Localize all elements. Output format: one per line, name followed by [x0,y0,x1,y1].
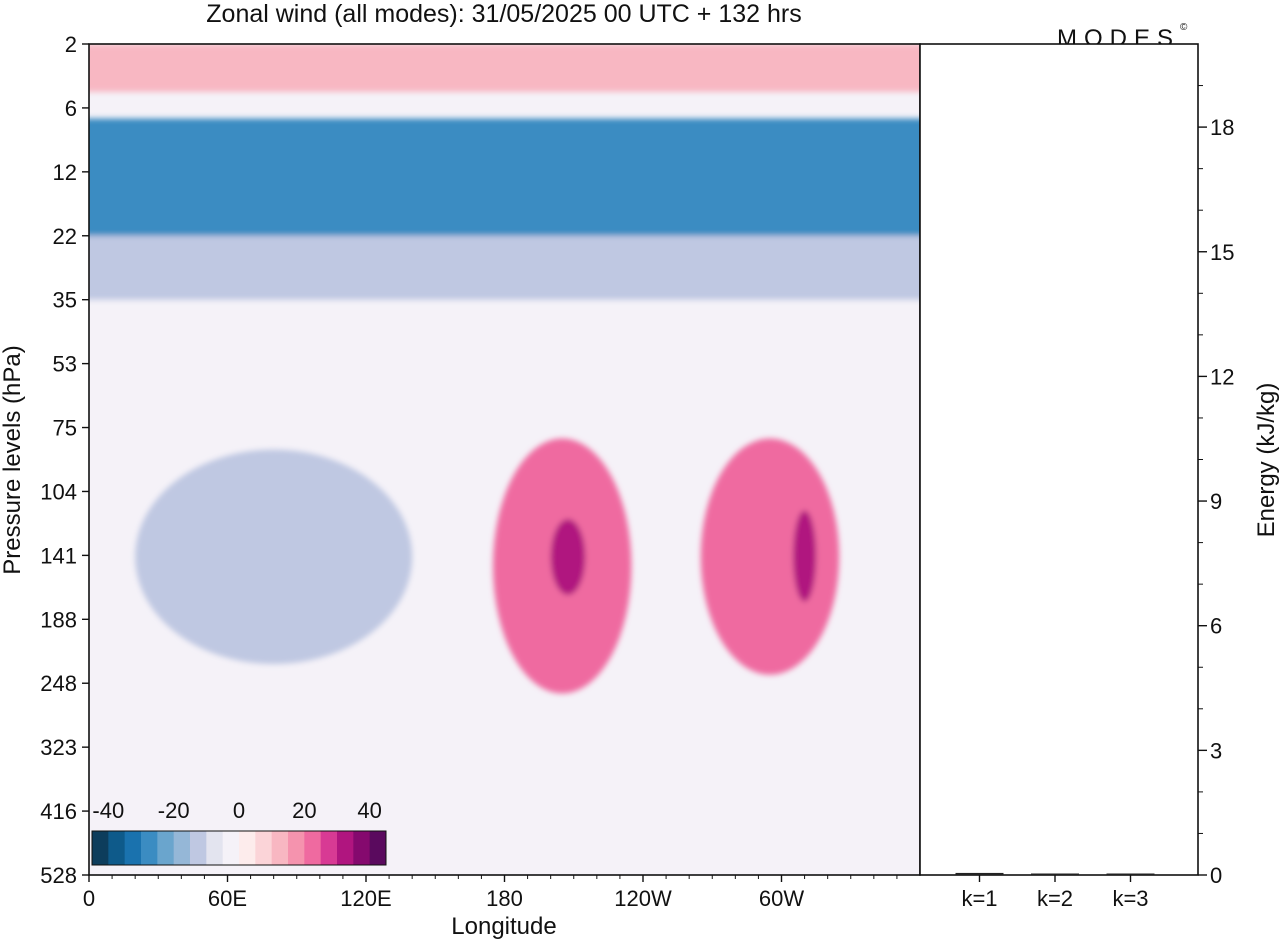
y-axis: 2 6 12 22 35 53 75 104 141 188 248 323 416 528 [40,32,89,888]
colorbar-swatch [92,831,109,865]
energy-tick-label: 3 [1210,738,1222,763]
y-tick-label: 53 [53,352,77,377]
colorbar-swatch [369,831,387,865]
chart-title: Zonal wind (all modes): 31/05/2025 00 UT… [206,0,801,28]
x-tick-label: 120E [340,886,391,911]
x-tick-label: 60W [759,886,804,911]
energy-bar-k=2 [1031,873,1079,875]
colorbar-swatch [271,831,289,865]
y-tick-label: 2 [65,32,77,57]
colorbar-swatch [337,831,354,865]
y-tick-label: 323 [40,735,77,760]
colorbar-swatch [157,831,175,865]
energy-category-label: k=2 [1037,886,1073,911]
x-tick-label: 180 [486,886,523,911]
x-tick-label: 60E [208,886,247,911]
energy-axis: 0 3 6 9 12 15 18 [1198,85,1234,888]
y-tick-label: 416 [40,799,77,824]
colorbar-swatch [190,831,207,865]
energy-category-label: k=1 [961,886,997,911]
colorbar-tick-label: 0 [233,798,245,823]
x-tick-label: 0 [83,886,95,911]
zonal-wind-heatmap [89,44,920,875]
colorbar-swatch [173,831,191,865]
energy-categories: k=1 k=2 k=3 [961,875,1149,911]
energy-bars [955,872,1155,875]
colorbar-swatch [206,831,224,865]
energy-tick-label: 15 [1210,240,1234,265]
y-tick-label: 12 [53,160,77,185]
y-tick-label: 141 [40,543,77,568]
y-tick-label: 528 [40,863,77,888]
colorbar [92,831,387,865]
wind-band-1 [89,118,920,236]
energy-tick-label: 6 [1210,614,1222,639]
colorbar-tick-label: 40 [357,798,381,823]
y-tick-label: 104 [40,479,77,504]
colorbar-swatch [320,831,338,865]
wind-cell-6 [700,438,840,675]
colorbar-tick-label: -40 [92,798,124,823]
energy-tick-label: 12 [1210,364,1234,389]
wind-cell-7 [550,519,586,595]
colorbar-labels: -40 -20 0 20 40 [92,798,381,823]
x-tick-label: 120W [614,886,672,911]
colorbar-swatch [288,831,305,865]
x-axis: 0 60E 120E 180 120W 60W [83,875,898,911]
wind-cell-4 [135,449,413,665]
energy-bar-k=3 [1106,873,1155,875]
colorbar-swatch [353,831,371,865]
y-tick-label: 75 [53,416,77,441]
colorbar-swatch [255,831,273,865]
colorbar-swatch [304,831,322,865]
colorbar-frame [91,830,387,866]
energy-tick-label: 9 [1210,489,1222,514]
energy-bar-k=1 [955,872,1004,875]
colorbar-swatch [222,831,240,865]
y-tick-label: 248 [40,671,77,696]
wind-band-2 [89,235,920,300]
energy-tick-label: 18 [1210,115,1234,140]
colorbar-swatch [239,831,256,865]
energy-tick-label: 0 [1210,863,1222,888]
colorbar-swatch [141,831,158,865]
wind-band-3 [89,44,920,92]
colorbar-swatch [124,831,142,865]
logo-copyright-mark: © [1180,22,1188,33]
colorbar-tick-label: 20 [292,798,316,823]
y-tick-label: 6 [65,96,77,121]
energy-category-label: k=3 [1112,886,1148,911]
y-tick-label: 22 [53,224,77,249]
wind-cell-8 [793,510,817,602]
energy-axis-label: Energy (kJ/kg) [1253,383,1280,538]
y-tick-label: 188 [40,607,77,632]
colorbar-swatch [108,831,126,865]
y-tick-label: 35 [53,288,77,313]
x-axis-label: Longitude [451,913,556,940]
colorbar-tick-label: -20 [158,798,190,823]
energy-panel-frame [919,43,1199,876]
y-axis-label: Pressure levels (hPa) [0,345,26,574]
